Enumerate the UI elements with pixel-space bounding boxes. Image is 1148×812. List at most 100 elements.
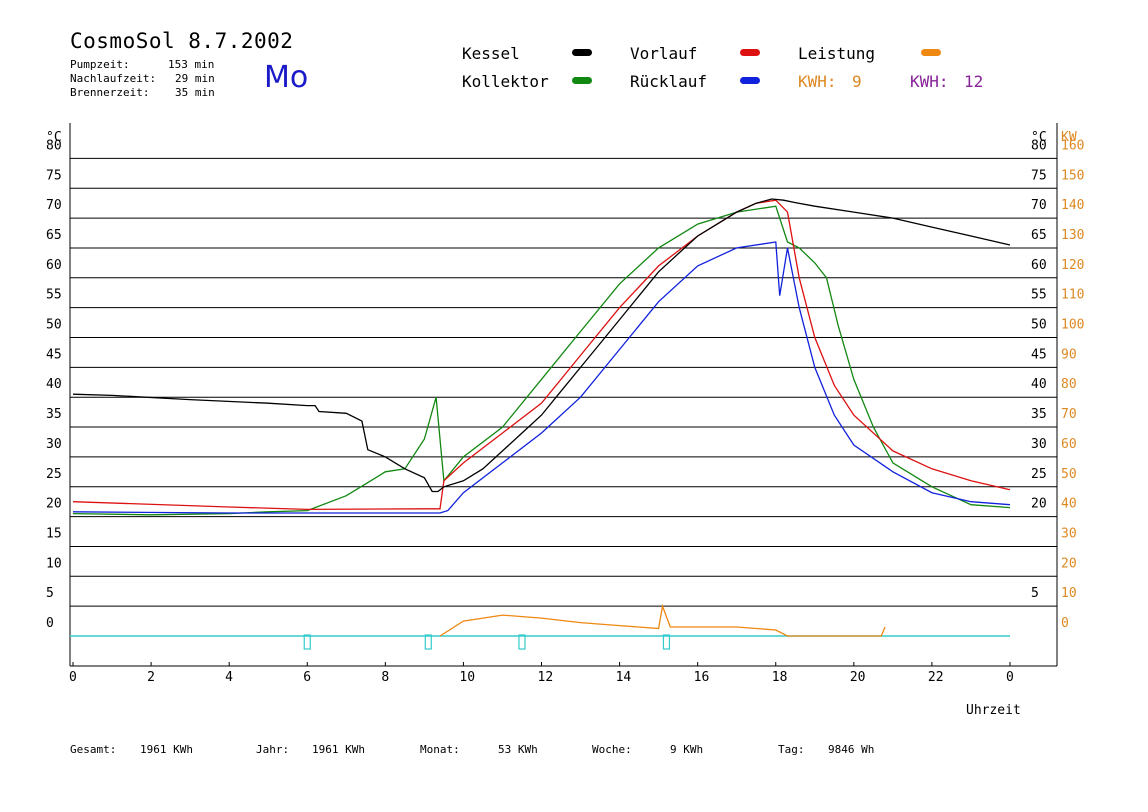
weekday-label: Mo [264, 60, 309, 95]
series-line-kessel [72, 198, 1011, 493]
x-tick-label: 6 [303, 670, 311, 685]
info-pumpzeit-label: Pumpzeit: [70, 58, 130, 71]
power-tick-label: 130 [1061, 228, 1084, 243]
info-nachlaufzeit-label: Nachlaufzeit: [70, 72, 157, 85]
footer-jahr-value: 1961 KWh [312, 743, 365, 756]
y-tick-label-left: 40 [46, 377, 62, 392]
power-tick-label: 70 [1061, 407, 1077, 422]
x-tick-label: 22 [928, 670, 944, 685]
y-tick-label-left: 65 [46, 228, 62, 243]
y-tick-label-right: 45 [1031, 347, 1047, 362]
y-tick-label-left: 0 [46, 616, 54, 631]
x-tick-label: 0 [1006, 670, 1014, 685]
x-tick-label: 14 [616, 670, 632, 685]
footer-woche-label: Woche: [592, 743, 632, 756]
y-tick-label-right: 65 [1031, 228, 1047, 243]
y-tick-label-left: 25 [46, 467, 62, 482]
x-tick-label: 12 [538, 670, 554, 685]
power-tick-label: 10 [1061, 586, 1077, 601]
series-line-vorlauf [72, 199, 1011, 511]
kwh-value-2: 12 [964, 72, 984, 91]
power-tick-label: 110 [1061, 288, 1084, 303]
pump-marker [424, 634, 432, 650]
power-tick-label: 80 [1061, 377, 1077, 392]
power-tick-label: 100 [1061, 318, 1084, 333]
info-pumpzeit-value: 153 min [168, 58, 215, 71]
footer-tag-label: Tag: [778, 743, 805, 756]
kwh-label-2: KWH: [910, 72, 949, 91]
power-tick-label: 60 [1061, 437, 1077, 452]
x-tick-label: 4 [225, 670, 233, 685]
pump-marker [662, 634, 671, 650]
footer-woche-value: 9 KWh [670, 743, 704, 756]
kwh-value-1: 9 [852, 72, 862, 91]
y-tick-label-left: 15 [46, 526, 62, 541]
footer-gesamt-value: 1961 KWh [140, 743, 193, 756]
y-tick-label-left: 60 [46, 258, 62, 273]
chart-title: CosmoSol 8.7.2002 [70, 29, 294, 53]
footer-monat-value: 53 KWh [498, 743, 538, 756]
y-tick-label-right: 35 [1031, 407, 1047, 422]
legend-swatch-kollektor [572, 77, 592, 84]
y-tick-label-right: 50 [1031, 318, 1047, 333]
info-nachlaufzeit-value: 29 min [175, 72, 215, 85]
y-tick-label-left: 35 [46, 407, 62, 422]
power-tick-label: 120 [1061, 258, 1084, 273]
pump-marker [518, 634, 526, 650]
x-tick-label: 10 [459, 670, 475, 685]
series-line-kollektor [72, 205, 1011, 516]
y-tick-label-right: 60 [1031, 258, 1047, 273]
legend-label-ruecklauf: Rücklauf [630, 72, 708, 91]
y-tick-label-right: 30 [1031, 437, 1047, 452]
y-tick-label-right: 80 [1031, 138, 1047, 153]
x-tick-label: 8 [381, 670, 389, 685]
y-tick-label-left: 45 [46, 347, 62, 362]
power-tick-label: 0 [1061, 616, 1069, 631]
x-tick-label: 2 [147, 670, 155, 685]
x-tick-label: 20 [850, 670, 866, 685]
y-tick-label-right: 5 [1031, 586, 1039, 601]
y-tick-label-left: 55 [46, 288, 62, 303]
legend-label-kollektor: Kollektor [462, 72, 549, 91]
power-tick-label: 150 [1061, 168, 1084, 183]
legend-label-kessel: Kessel [462, 44, 520, 63]
power-tick-label: 50 [1061, 467, 1077, 482]
legend-swatch-leistung [921, 49, 941, 56]
y-tick-label-right: 40 [1031, 377, 1047, 392]
power-tick-label: 40 [1061, 497, 1077, 512]
y-tick-label-right: 25 [1031, 467, 1047, 482]
y-tick-label-right: 20 [1031, 497, 1047, 512]
power-tick-label: 30 [1061, 526, 1077, 541]
y-tick-label-left: 50 [46, 318, 62, 333]
y-tick-label-left: 5 [46, 586, 54, 601]
y-tick-label-left: 70 [46, 198, 62, 213]
y-tick-label-left: 75 [46, 168, 62, 183]
info-brennerzeit-value: 35 min [175, 86, 215, 99]
footer-jahr-label: Jahr: [256, 743, 290, 756]
legend-swatch-ruecklauf [740, 77, 760, 84]
y-tick-label-left: 20 [46, 497, 62, 512]
power-unit: KW [1061, 130, 1077, 145]
legend-label-leistung: Leistung [798, 44, 876, 63]
y-unit-left: °C [46, 130, 62, 145]
x-axis-label: Uhrzeit [966, 703, 1021, 718]
x-tick-label: 16 [694, 670, 710, 685]
power-tick-label: 160 [1061, 138, 1084, 153]
footer-monat-label: Monat: [420, 743, 460, 756]
y-tick-label-right: 75 [1031, 168, 1047, 183]
power-tick-label: 90 [1061, 347, 1077, 362]
legend-swatch-kessel [572, 49, 592, 56]
legend-swatch-vorlauf [740, 49, 760, 56]
legend-label-vorlauf: Vorlauf [630, 44, 698, 63]
pump-marker [303, 634, 311, 650]
x-tick-label: 18 [772, 670, 788, 685]
power-tick-label: 20 [1061, 556, 1077, 571]
footer-gesamt-label: Gesamt: [70, 743, 117, 756]
y-tick-label-right: 70 [1031, 198, 1047, 213]
y-tick-label-right: 55 [1031, 288, 1047, 303]
y-tick-label-left: 80 [46, 138, 62, 153]
kwh-label-1: KWH: [798, 72, 837, 91]
y-unit-right: °C [1031, 130, 1047, 145]
series-line-ruecklauf [72, 241, 1011, 514]
